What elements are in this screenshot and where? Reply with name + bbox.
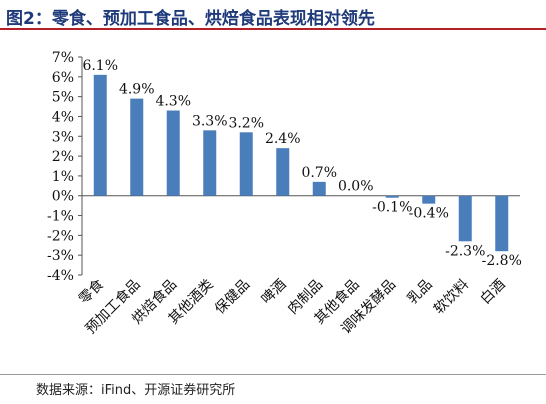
bar [312, 181, 326, 196]
y-tick-label: 2% [52, 149, 74, 165]
y-tick-label: 6% [52, 70, 74, 86]
y-tick-label: -1% [47, 209, 74, 225]
data-label: -0.1% [372, 200, 412, 216]
title-underline [0, 28, 546, 30]
category-label: 白酒 [477, 277, 508, 308]
bar [166, 110, 180, 196]
category-label: 软饮料 [431, 277, 472, 318]
bar [495, 195, 509, 252]
bars [93, 74, 509, 252]
data-label: 3.2% [228, 115, 264, 131]
data-label: 2.4% [265, 131, 301, 147]
category-label: 零食 [75, 276, 107, 308]
data-label: 6.1% [82, 58, 118, 74]
bar [458, 195, 472, 242]
y-tick-label: -2% [47, 228, 74, 244]
footer-divider [0, 374, 546, 375]
y-tick-label: 7% [52, 50, 74, 66]
bar [93, 74, 107, 196]
data-label: -0.4% [409, 206, 449, 222]
data-label: 4.3% [155, 94, 191, 110]
bar [422, 195, 436, 204]
data-labels: 6.1%4.9%4.3%3.3% 3.2%2.4% 0.7%0.0% -0.1%-0.… [82, 58, 521, 269]
source-note: 数据来源：iFind、开源证券研究所 [36, 383, 236, 398]
category-label: 保健品 [212, 277, 253, 318]
data-label: -2.8% [482, 253, 522, 269]
data-label: 0.7% [301, 165, 337, 181]
data-label: 3.3% [192, 113, 228, 129]
category-label: 啤酒 [258, 277, 289, 308]
bar [385, 195, 399, 198]
axes: 7% 6% 5% 4% 3% 2% 1% 0% -1% -2% -3% -4% [47, 50, 520, 284]
data-label: 0.0% [338, 179, 374, 195]
bar [276, 148, 290, 196]
data-label: -2.3% [445, 243, 485, 259]
y-tick-label: 4% [52, 109, 74, 125]
bar-chart: 7% 6% 5% 4% 3% 2% 1% 0% -1% -2% -3% -4% 6.1%4.9%4.3… [47, 50, 522, 338]
y-tick-label: 0% [52, 189, 74, 205]
y-tick-label: -4% [47, 268, 74, 284]
y-tick-label: 5% [52, 90, 74, 106]
y-tick-label: -3% [47, 248, 74, 264]
figure-title: 图2：零食、预加工食品、烘焙食品表现相对领先 [6, 9, 375, 29]
y-tick-label: 3% [52, 129, 74, 145]
bar [130, 98, 144, 196]
y-tick-label: 1% [52, 169, 74, 185]
bar [239, 132, 253, 196]
bar [203, 130, 217, 196]
data-label: 4.9% [119, 82, 155, 98]
category-label: 乳品 [404, 277, 435, 308]
